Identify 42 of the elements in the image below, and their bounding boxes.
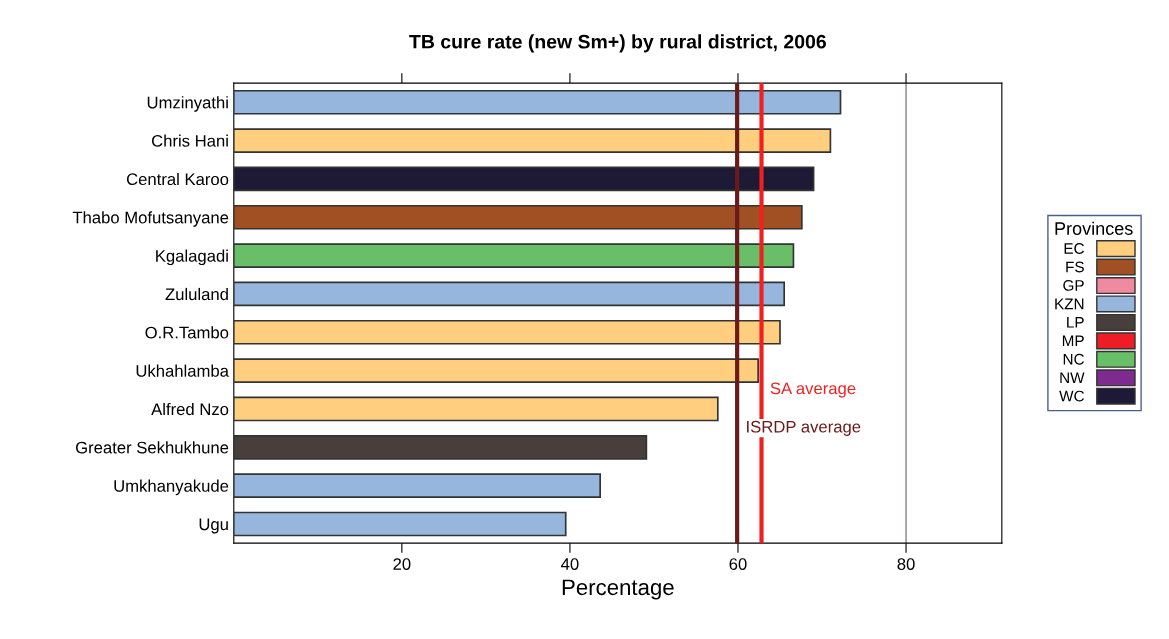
legend-title: Provinces — [1055, 221, 1133, 235]
bar — [233, 243, 795, 268]
y-tick-label: Central Karoo — [126, 172, 229, 186]
y-tick-label: Thabo Mofutsanyane — [72, 211, 229, 227]
bar — [233, 434, 648, 460]
x-tick-label: 40 — [561, 558, 579, 570]
legend-label: WC — [1059, 390, 1084, 402]
bar — [233, 396, 719, 422]
y-tick-label: Umzinyathi — [147, 96, 228, 112]
legend-label: NW — [1060, 372, 1085, 383]
y-tick-label: Kgalagadi — [156, 249, 228, 266]
legend-label: GP — [1063, 280, 1084, 291]
x-tick-label: 80 — [897, 558, 915, 570]
y-tick-label: Alfred Nzo — [151, 402, 229, 416]
bar — [233, 281, 786, 307]
x-tick-label: 20 — [393, 558, 411, 570]
bar — [233, 204, 803, 230]
bar — [233, 166, 815, 192]
legend-label: NC — [1063, 353, 1084, 365]
y-tick-label: Ukhahlamba — [136, 364, 229, 377]
legend-label: MP — [1062, 335, 1084, 347]
legend-label: FS — [1066, 261, 1084, 273]
bar — [233, 89, 842, 115]
bar — [233, 473, 602, 498]
y-tick-label: Greater Sekhukhune — [75, 441, 229, 454]
legend-label: KZN — [1055, 298, 1084, 310]
bar — [233, 319, 781, 345]
y-tick-label: Umkhanyakude — [114, 479, 229, 496]
legend-label: EC — [1064, 243, 1084, 254]
x-axis-title: Percentage — [562, 579, 674, 600]
x-tick-label: 60 — [729, 558, 747, 570]
bar — [233, 511, 567, 537]
legend-label: LP — [1067, 317, 1084, 328]
y-tick-label: Zululand — [165, 287, 228, 301]
ref-line-label: ISRDP average — [747, 420, 861, 436]
bar — [233, 128, 832, 153]
ref-line-label: SA average — [770, 382, 856, 398]
y-tick-label: O.R.Tambo — [145, 326, 229, 339]
bar — [233, 358, 759, 383]
chart-title: TB cure rate (new Sm+) by rural district, 2006 — [409, 34, 826, 53]
y-tick-label: Ugu — [199, 518, 228, 534]
y-tick-label: Chris Hani — [151, 134, 228, 147]
